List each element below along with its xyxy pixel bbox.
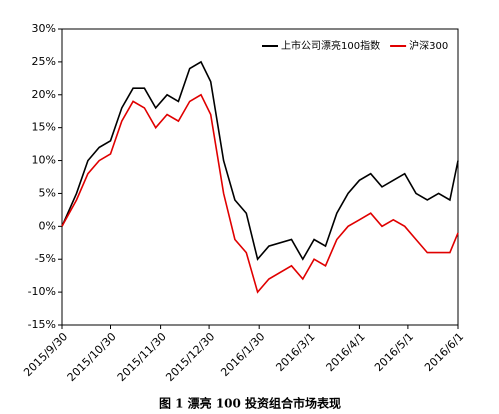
y-tick-label: 30% (32, 22, 56, 35)
legend-label: 上市公司漂亮100指数 (281, 39, 380, 52)
plot-frame (61, 28, 459, 326)
x-tick-label: 2016/5/1 (372, 330, 416, 374)
x-tick-label: 2015/9/30 (21, 330, 70, 379)
y-tick-label: -10% (28, 285, 56, 298)
legend-label: 沪深300 (409, 39, 448, 52)
series-line (61, 93, 459, 294)
x-tick-label: 2015/12/30 (163, 330, 217, 384)
y-tick-label: -5% (35, 252, 56, 265)
x-tick-label: 2016/3/1 (273, 330, 317, 374)
x-tick-label: 2015/11/30 (115, 330, 169, 384)
y-tick-label: 25% (32, 55, 56, 68)
caption: 图 1 漂亮 100 投资组合市场表现 (159, 396, 341, 411)
series-line (61, 60, 459, 261)
y-tick-label: -15% (28, 318, 56, 331)
y-tick-label: 15% (32, 121, 56, 134)
y-tick-label: 5% (39, 186, 56, 199)
y-tick-label: 0% (39, 219, 56, 232)
x-tick-label: 2015/10/30 (65, 330, 119, 384)
y-tick-label: 20% (32, 88, 56, 101)
x-tick-label: 2016/6/1 (422, 330, 466, 374)
x-tick-label: 2016/4/1 (324, 330, 368, 374)
x-tick-label: 2016/1/30 (218, 330, 267, 379)
y-tick-label: 10% (32, 154, 56, 167)
